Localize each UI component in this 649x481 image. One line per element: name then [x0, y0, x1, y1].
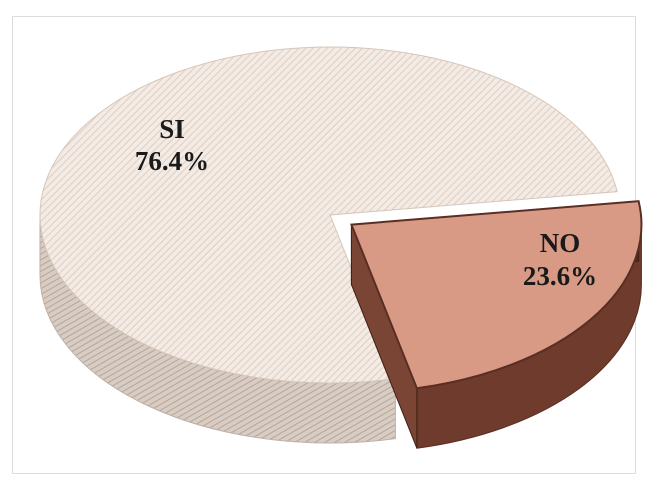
slice-value-no: 23.6%: [523, 261, 597, 291]
slice-label-si: SI: [159, 114, 185, 144]
slice-value-si: 76.4%: [135, 146, 209, 176]
pie-slice-no: [350, 200, 643, 449]
slice-label-no: NO: [540, 228, 581, 258]
pie-slice-si: [39, 46, 618, 444]
